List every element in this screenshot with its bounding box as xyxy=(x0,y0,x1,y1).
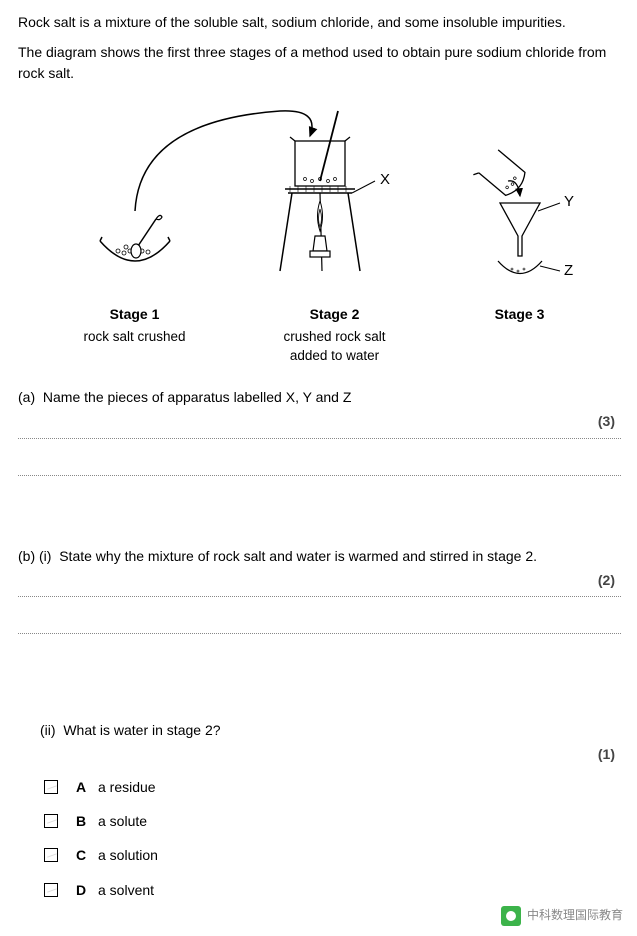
stage-title-row: Stage 1 Stage 2 Stage 3 xyxy=(60,304,580,324)
option-text: a solution xyxy=(98,845,158,865)
checkbox-icon[interactable] xyxy=(44,780,58,794)
question-b-ii: (ii) What is water in stage 2? (1) A a r… xyxy=(18,720,621,900)
question-b-i: (b) (i) State why the mixture of rock sa… xyxy=(18,546,621,591)
watermark-text: 中科数理国际教育 xyxy=(527,907,623,924)
intro-text-1: Rock salt is a mixture of the soluble sa… xyxy=(18,12,621,32)
option-c[interactable]: C a solution xyxy=(44,845,621,865)
question-a-text: (a) Name the pieces of apparatus labelle… xyxy=(18,387,621,407)
option-text: a solute xyxy=(98,811,147,831)
option-b[interactable]: B a solute xyxy=(44,811,621,831)
option-a[interactable]: A a residue xyxy=(44,777,621,797)
stage2-title: Stage 2 xyxy=(255,304,415,324)
stage3-title: Stage 3 xyxy=(460,304,580,324)
option-letter: A xyxy=(76,777,98,797)
question-bi-text: (b) (i) State why the mixture of rock sa… xyxy=(18,546,621,566)
qa-label: (a) xyxy=(18,389,35,405)
question-bii-text: (ii) What is water in stage 2? xyxy=(40,720,621,740)
stage-desc-row: rock salt crushed crushed rock salt adde… xyxy=(60,328,580,364)
qbii-marks: (1) xyxy=(40,744,621,764)
wechat-icon xyxy=(501,906,521,926)
option-letter: B xyxy=(76,811,98,831)
option-text: a residue xyxy=(98,777,156,797)
label-y: Y xyxy=(564,193,574,210)
qbii-body: What is water in stage 2? xyxy=(63,722,220,738)
question-a: (a) Name the pieces of apparatus labelle… xyxy=(18,387,621,432)
option-letter: C xyxy=(76,845,98,865)
checkbox-icon[interactable] xyxy=(44,848,58,862)
checkbox-icon[interactable] xyxy=(44,883,58,897)
qa-marks: (3) xyxy=(18,411,621,431)
option-letter: D xyxy=(76,880,98,900)
apparatus-svg: X Y Z xyxy=(60,101,580,291)
qbii-label: (ii) xyxy=(40,722,56,738)
qbi-marks: (2) xyxy=(18,570,621,590)
intro-text-2: The diagram shows the first three stages… xyxy=(18,42,621,83)
checkbox-icon[interactable] xyxy=(44,814,58,828)
option-text: a solvent xyxy=(98,880,154,900)
label-x: X xyxy=(380,171,390,188)
option-d[interactable]: D a solvent xyxy=(44,880,621,900)
qa-body: Name the pieces of apparatus labelled X,… xyxy=(43,389,351,405)
qbi-body: State why the mixture of rock salt and w… xyxy=(59,548,537,564)
label-z: Z xyxy=(564,262,573,279)
stage2-desc: crushed rock salt added to water xyxy=(255,328,415,364)
stage1-title: Stage 1 xyxy=(60,304,210,324)
stage1-desc: rock salt crushed xyxy=(60,328,210,364)
qbi-label: (b) (i) xyxy=(18,548,51,564)
diagram: X Y Z xyxy=(18,101,621,296)
stage3-desc xyxy=(460,328,580,364)
options-list: A a residue B a solute C a solution D a … xyxy=(40,777,621,900)
watermark: 中科数理国际教育 xyxy=(501,906,623,926)
